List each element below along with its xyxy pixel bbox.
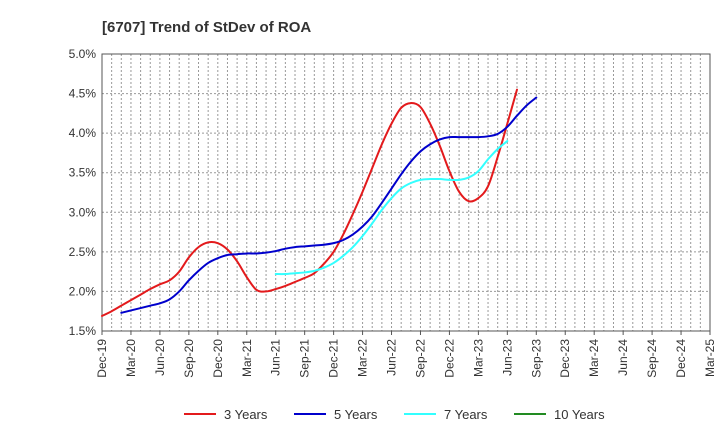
legend-label-5-years: 5 Years [334,407,378,422]
grid [101,53,711,332]
y-tick-label: 2.5% [69,245,97,259]
chart-title: [6707] Trend of StDev of ROA [102,19,311,36]
x-tick-label: Sep-23 [529,339,543,378]
series-line-7-years [274,140,509,276]
y-tick-label: 2.0% [69,284,97,298]
y-tick-label: 1.5% [69,324,97,338]
x-tick-label: Dec-20 [211,339,225,378]
y-tick-label: 4.5% [69,87,97,101]
legend-label-7-years: 7 Years [444,407,488,422]
x-tick-label: Mar-23 [471,339,485,377]
x-tick-label: Sep-24 [645,339,659,378]
plot-frame [101,53,711,332]
legend: 3 Years 5 Years 7 Years 10 Years [184,407,605,422]
x-tick-label: Mar-22 [356,339,370,377]
y-tick-label: 4.0% [69,126,97,140]
x-tick-label: Sep-22 [413,339,427,378]
x-tick-label: Dec-24 [674,339,688,378]
x-tick-label: Jun-24 [616,339,630,376]
x-tick-label: Jun-23 [500,339,514,376]
x-tick-label: Dec-19 [95,339,109,378]
x-tick-label: Mar-21 [240,339,254,377]
legend-label-3-years: 3 Years [224,407,268,422]
y-tick-label: 3.0% [69,205,97,219]
y-tick-label: 5.0% [69,47,97,61]
x-tick-label: Dec-22 [442,339,456,378]
x-tick-label: Sep-21 [298,339,312,378]
axes: 1.5% 2.0% 2.5% 3.0% 3.5% 4.0% 4.5% 5.0% Dec-19 Ma… [69,47,717,378]
x-tick-label: Dec-21 [327,339,341,378]
x-tick-label: Jun-22 [385,339,399,376]
legend-label-10-years: 10 Years [554,407,605,422]
series-line-5-years [120,96,538,314]
x-tick-label: Dec-23 [558,339,572,378]
series-lines [101,88,538,317]
x-tick-label: Mar-24 [587,339,601,377]
x-tick-label: Mar-25 [703,339,717,377]
x-tick-label: Sep-20 [182,339,196,378]
x-tick-label: Mar-20 [124,339,138,377]
x-tick-label: Jun-21 [269,339,283,376]
series-line-3-years [101,88,518,317]
y-tick-label: 3.5% [69,166,97,180]
x-tick-label: Jun-20 [153,339,167,376]
